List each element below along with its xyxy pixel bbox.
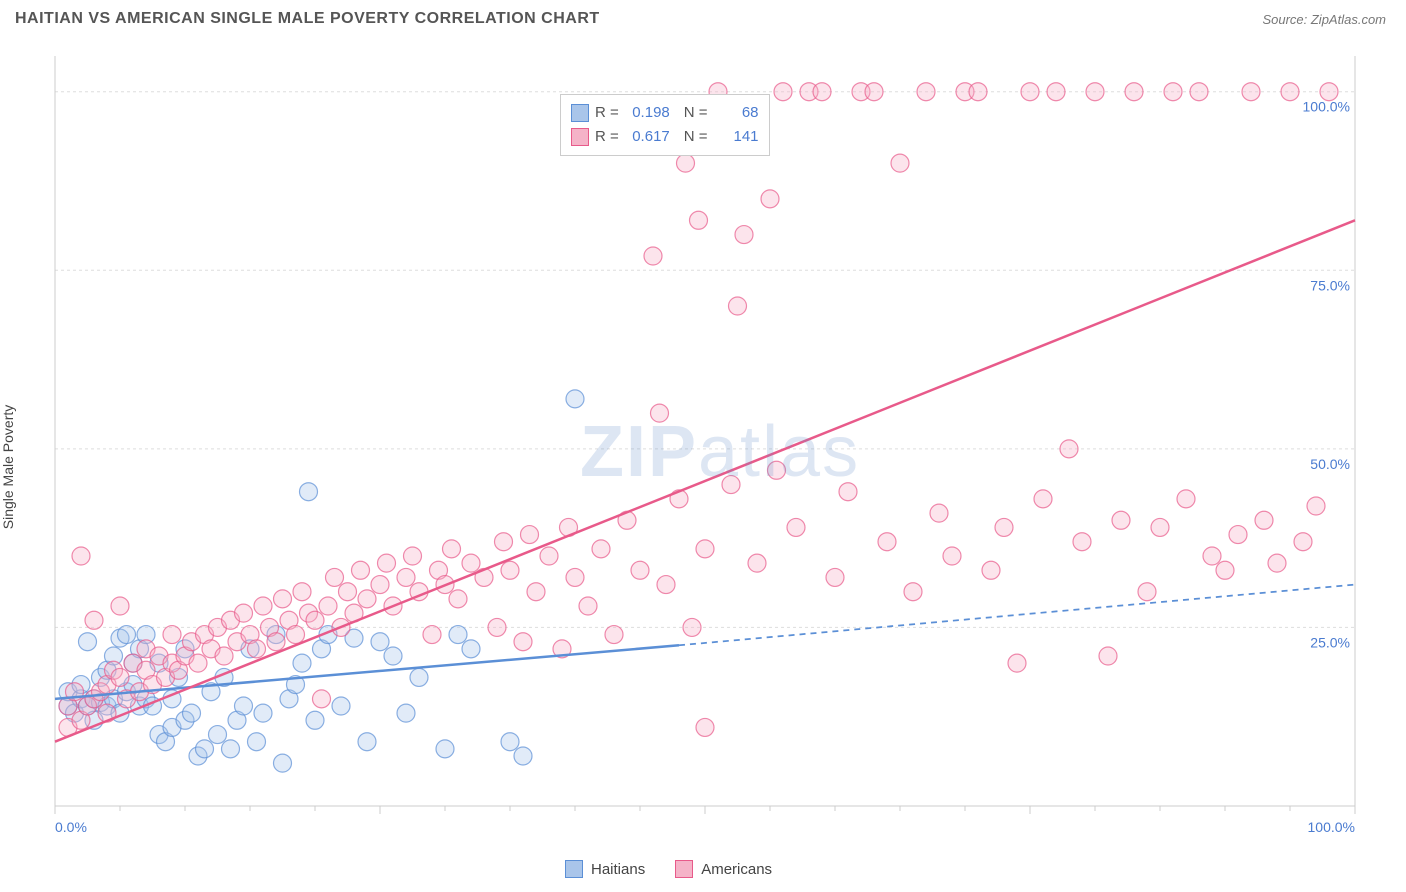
svg-text:50.0%: 50.0% [1310,456,1350,472]
chart-area: Single Male Poverty 0.0% 100.0% 25.0% 50.0%… [0,36,1406,881]
chart-header: HAITIAN VS AMERICAN SINGLE MALE POVERTY … [0,0,1406,36]
stat-n-label: N = [684,101,708,125]
stat-r-value: 0.198 [625,101,670,125]
stat-r-label: R = [595,101,619,125]
stat-n-value: 141 [714,125,759,149]
legend-bottom: Haitians Americans [565,860,772,878]
stat-n-value: 68 [714,101,759,125]
stat-r-label: R = [595,125,619,149]
chart-title: HAITIAN VS AMERICAN SINGLE MALE POVERTY … [15,10,600,28]
stat-r-value: 0.617 [625,125,670,149]
legend-swatch [571,128,589,146]
svg-text:100.0%: 100.0% [1303,99,1350,115]
legend-swatch [565,860,583,878]
legend-stats-row: R =0.198 N =68 [571,101,759,125]
y-axis-label: Single Male Poverty [0,404,16,529]
legend-swatch [675,860,693,878]
legend-label: Americans [701,861,772,878]
legend-label: Haitians [591,861,645,878]
chart-source: Source: ZipAtlas.com [1262,12,1386,27]
legend-item: Haitians [565,860,645,878]
legend-swatch [571,104,589,122]
svg-text:100.0%: 100.0% [1308,819,1355,835]
svg-text:25.0%: 25.0% [1310,634,1350,650]
svg-text:75.0%: 75.0% [1310,277,1350,293]
svg-text:0.0%: 0.0% [55,819,87,835]
legend-item: Americans [675,860,772,878]
legend-stats-box: R =0.198 N =68 R =0.617 N =141 [560,94,770,156]
stat-n-label: N = [684,125,708,149]
legend-stats-row: R =0.617 N =141 [571,125,759,149]
scatter-chart-svg: 0.0% 100.0% 25.0% 50.0% 75.0% 100.0% [45,36,1385,836]
